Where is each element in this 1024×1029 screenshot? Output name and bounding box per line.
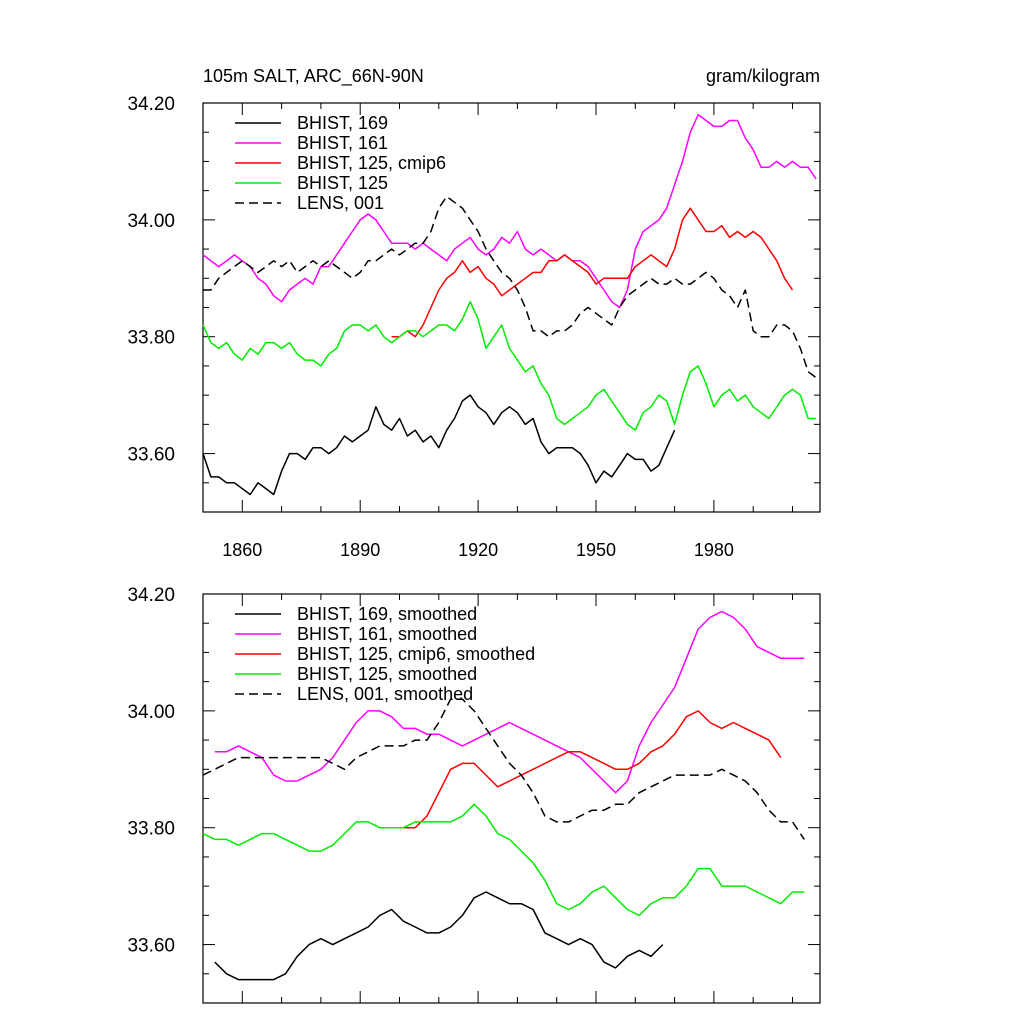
legend-label: BHIST, 125, cmip6, smoothed: [297, 644, 535, 664]
x-tick-label: 1950: [576, 540, 616, 560]
y-tick-label: 33.80: [127, 328, 175, 349]
legend-label: BHIST, 125, smoothed: [297, 664, 477, 684]
series-line-4: [202, 300, 817, 431]
chart-title-right: gram/kilogram: [706, 66, 820, 86]
series-line-3: [391, 710, 782, 829]
x-tick-label: 1920: [458, 540, 498, 560]
y-tick-label: 33.60: [127, 936, 175, 957]
legend-label: BHIST, 169: [297, 113, 388, 133]
y-tick-label: 33.80: [127, 819, 175, 840]
series-line-1: [214, 891, 664, 981]
x-tick-label: 1890: [340, 540, 380, 560]
series-line-4: [202, 803, 805, 917]
legend-label: LENS, 001: [297, 193, 384, 213]
legend-label: BHIST, 125, cmip6: [297, 153, 446, 173]
chart-title-left: 105m SALT, ARC_66N-90N: [203, 66, 424, 87]
series-line-5: [202, 698, 805, 840]
legend-label: BHIST, 161: [297, 133, 388, 153]
bottom-panel: 33.60 33.80 34.00 34.20 BHIST, 169, smoothed…: [127, 585, 821, 1004]
y-tick-label: 34.20: [127, 94, 175, 115]
y-tick-label: 34.20: [127, 585, 175, 606]
y-tick-label: 33.60: [127, 445, 175, 466]
legend-label: BHIST, 169, smoothed: [297, 604, 477, 624]
series-line-2: [202, 113, 817, 309]
x-tick-label: 1980: [694, 540, 734, 560]
series-line-3: [391, 207, 794, 338]
series-line-1: [202, 394, 676, 496]
series-line-2: [214, 610, 805, 794]
top-panel: 1860 1890 1920 1950 1980 33.60 33.80 34.00 34.20…: [127, 94, 821, 560]
x-tick-label: 1860: [222, 540, 262, 560]
series-line-5: [203, 195, 817, 379]
y-tick-label: 34.00: [127, 211, 175, 232]
y-tick-label: 34.00: [127, 702, 175, 723]
legend-label: BHIST, 161, smoothed: [297, 624, 477, 644]
legend-label: LENS, 001, smoothed: [297, 684, 473, 704]
plot-frame: [202, 102, 821, 513]
legend-label: BHIST, 125: [297, 173, 388, 193]
